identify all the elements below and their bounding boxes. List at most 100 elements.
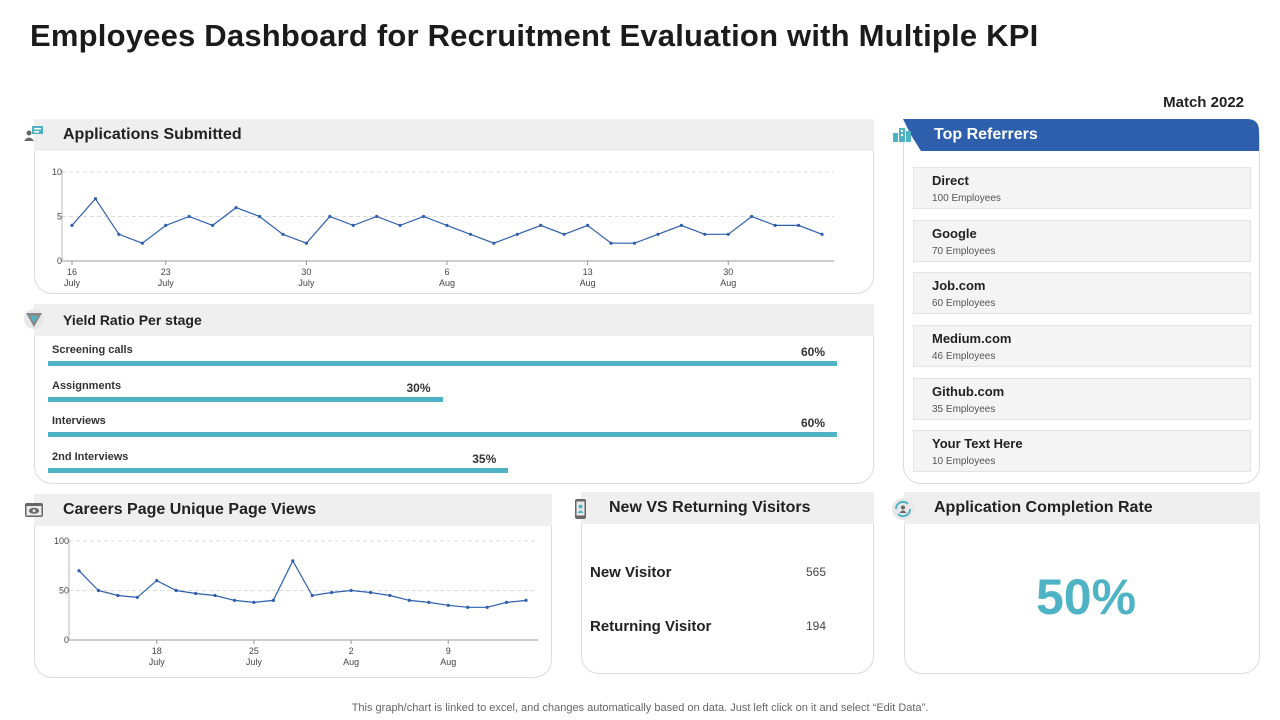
data-point [632, 241, 637, 245]
yield-header: Yield Ratio Per stage [34, 304, 874, 336]
yield-stage-bar [48, 432, 837, 437]
x-tick-month: July [158, 278, 175, 288]
data-point [656, 232, 660, 236]
data-point [375, 214, 379, 219]
x-tick-month: July [246, 657, 263, 667]
x-tick-month: Aug [343, 657, 359, 667]
yield-stage-percent: 35% [472, 452, 497, 466]
returning-visitor-value: 194 [806, 619, 827, 633]
x-tick-day: 30 [723, 267, 733, 277]
data-point [427, 600, 431, 604]
data-point [515, 232, 519, 236]
applications-header: Applications Submitted [34, 119, 874, 151]
yield-stage-percent: 60% [801, 416, 826, 430]
data-point [155, 579, 159, 583]
yield-stage-label: Screening calls [52, 344, 133, 356]
data-point [328, 214, 332, 219]
data-point [609, 241, 613, 245]
data-point [252, 600, 256, 604]
referrer-name: Medium.com [932, 331, 1012, 346]
y-tick-label: 100 [54, 536, 69, 546]
data-point [446, 603, 450, 607]
browser-eye-icon [21, 497, 47, 523]
data-point [174, 588, 178, 593]
data-point [310, 593, 314, 598]
x-tick-day: 18 [152, 646, 162, 656]
data-point [271, 598, 275, 602]
data-point [726, 232, 730, 236]
data-point [194, 591, 198, 596]
x-tick-day: 9 [446, 646, 451, 656]
referrer-name: Google [932, 226, 977, 241]
buildings-icon [889, 121, 915, 147]
new-visitor-value: 565 [806, 565, 827, 579]
data-point [213, 593, 217, 598]
x-tick-day: 25 [249, 646, 259, 656]
data-point [773, 223, 777, 227]
x-tick-day: 16 [67, 267, 77, 277]
yield-title: Yield Ratio Per stage [63, 312, 202, 328]
data-point [187, 214, 191, 219]
refresh-user-icon [890, 496, 916, 522]
data-point [679, 223, 683, 227]
x-tick-day: 30 [301, 267, 311, 277]
data-point [232, 598, 237, 602]
referrer-count: 46 Employees [932, 351, 996, 362]
data-point [234, 206, 238, 210]
data-point [524, 598, 528, 602]
data-point [93, 197, 98, 201]
data-point [388, 593, 392, 598]
data-point [135, 595, 139, 600]
data-point [407, 598, 411, 602]
yield-stage-bar [48, 468, 509, 473]
data-point [468, 232, 473, 236]
visitors-title: New VS Returning Visitors [609, 499, 811, 516]
data-point [281, 232, 285, 236]
data-point [211, 223, 215, 227]
yield-stage-bar [48, 397, 443, 402]
page-title: Employees Dashboard for Recruitment Eval… [30, 18, 1039, 53]
applications-title: Applications Submitted [63, 126, 242, 143]
referrer-item: Google 70 Employees [913, 220, 1251, 262]
data-point [485, 605, 489, 609]
yield-stage-label: Interviews [52, 415, 106, 427]
series-line [78, 559, 527, 608]
data-point [820, 232, 824, 236]
referrer-item: Medium.com 46 Employees [913, 325, 1251, 367]
referrer-count: 100 Employees [932, 193, 1001, 204]
phone-user-icon [567, 496, 593, 522]
careers-header: Careers Page Unique Page Views [34, 494, 552, 526]
referrer-name: Your Text Here [932, 436, 1023, 451]
y-tick-label: 0 [64, 635, 69, 645]
x-tick-day: 13 [583, 267, 593, 277]
funnel-icon [21, 306, 47, 332]
returning-visitor-label: Returning Visitor [590, 618, 712, 635]
data-point [164, 223, 168, 227]
referrers-title: Top Referrers [934, 126, 1038, 143]
referrer-item: Your Text Here 10 Employees [913, 430, 1251, 472]
data-point [349, 588, 353, 593]
referrers-header: Top Referrers [903, 119, 1259, 151]
data-point [291, 559, 295, 563]
completion-header: Application Completion Rate [904, 492, 1260, 524]
referrer-count: 10 Employees [932, 456, 996, 467]
new-visitor-label: New Visitor [590, 564, 672, 581]
data-point [703, 232, 707, 236]
data-point [77, 569, 81, 573]
x-tick-month: July [149, 657, 166, 667]
referrer-item: Github.com 35 Employees [913, 378, 1251, 420]
yield-stage-bar [48, 361, 837, 366]
data-point [466, 605, 470, 609]
x-tick-day: 6 [444, 267, 449, 277]
x-tick-month: July [64, 278, 81, 288]
x-tick-month: Aug [439, 278, 455, 288]
x-tick-month: July [298, 278, 315, 288]
yield-stage-percent: 60% [801, 345, 826, 359]
completion-rate-value: 50% [1036, 569, 1137, 625]
data-point [492, 241, 496, 245]
data-point [116, 593, 120, 598]
report-date: Match 2022 [1163, 94, 1244, 111]
y-tick-label: 5 [57, 212, 62, 222]
